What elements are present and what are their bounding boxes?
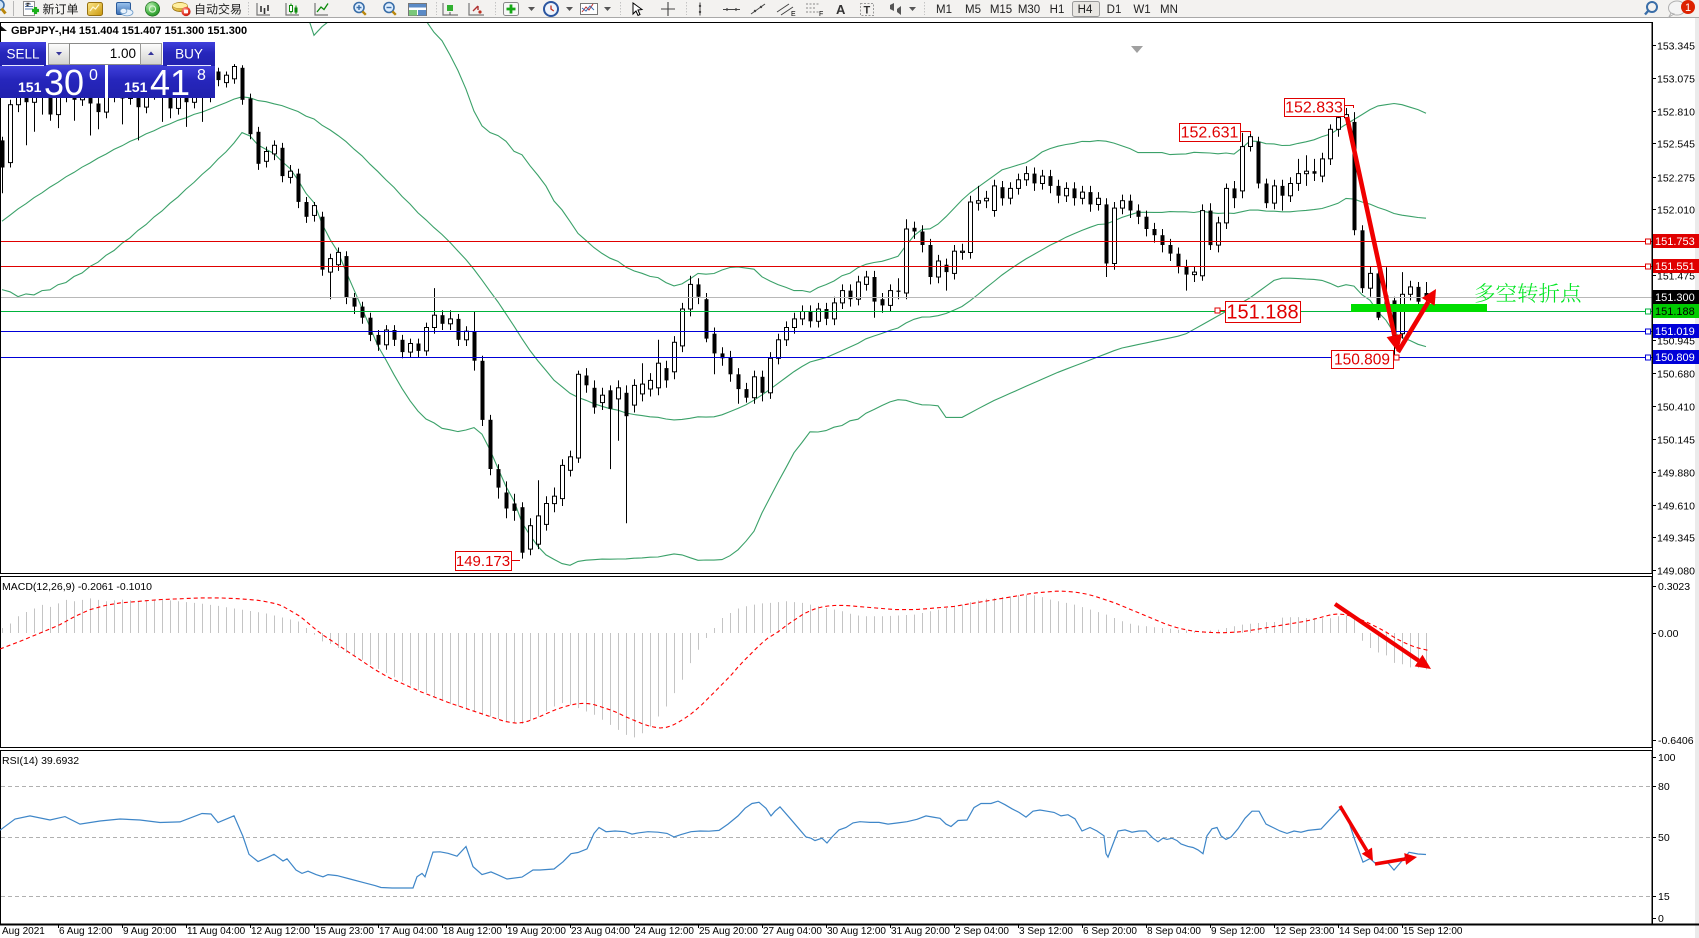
svg-text:100: 100 (1658, 752, 1676, 764)
svg-text:12 Sep 23:00: 12 Sep 23:00 (1275, 926, 1335, 937)
svg-text:15: 15 (1658, 891, 1670, 903)
svg-text:30 Aug 12:00: 30 Aug 12:00 (827, 926, 886, 937)
svg-text:152.275: 152.275 (1657, 172, 1695, 184)
svg-text:27 Aug 04:00: 27 Aug 04:00 (763, 926, 822, 937)
svg-text:151.753: 151.753 (1655, 236, 1695, 248)
svg-text:BUY: BUY (175, 47, 203, 62)
svg-text:152.631: 152.631 (1181, 125, 1239, 142)
svg-text:17 Aug 04:00: 17 Aug 04:00 (379, 926, 438, 937)
svg-text:12 Aug 12:00: 12 Aug 12:00 (251, 926, 310, 937)
svg-text:152.010: 152.010 (1657, 204, 1695, 216)
svg-text:MN: MN (1160, 4, 1178, 16)
svg-text:152.545: 152.545 (1657, 138, 1695, 150)
svg-text:8 Sep 04:00: 8 Sep 04:00 (1147, 926, 1201, 937)
svg-text:149.080: 149.080 (1657, 565, 1695, 577)
svg-text:E: E (791, 11, 796, 18)
svg-text:152.810: 152.810 (1657, 106, 1695, 118)
svg-text:0: 0 (89, 67, 98, 84)
svg-text:W1: W1 (1133, 4, 1150, 16)
svg-text:23 Aug 04:00: 23 Aug 04:00 (571, 926, 630, 937)
svg-text:9 Sep 12:00: 9 Sep 12:00 (1211, 926, 1265, 937)
svg-text:H4: H4 (1078, 4, 1093, 16)
svg-text:151.551: 151.551 (1655, 261, 1695, 273)
svg-text:F: F (819, 11, 823, 18)
svg-text:1.00: 1.00 (110, 46, 136, 61)
svg-text:M1: M1 (936, 4, 952, 16)
svg-text:2 Sep 04:00: 2 Sep 04:00 (955, 926, 1009, 937)
svg-text:0: 0 (1658, 913, 1664, 925)
svg-text:24 Aug 12:00: 24 Aug 12:00 (635, 926, 694, 937)
svg-text:150.945: 150.945 (1657, 335, 1695, 347)
svg-text:151.300: 151.300 (1655, 292, 1695, 304)
svg-text:151.475: 151.475 (1657, 270, 1695, 282)
svg-text:T: T (864, 5, 871, 17)
svg-text:6 Aug 12:00: 6 Aug 12:00 (59, 926, 113, 937)
svg-text:150.809: 150.809 (1334, 351, 1390, 368)
svg-text:153.345: 153.345 (1657, 40, 1695, 52)
svg-text:150.809: 150.809 (1655, 352, 1695, 364)
svg-text:8: 8 (197, 67, 206, 84)
svg-text:19 Aug 20:00: 19 Aug 20:00 (507, 926, 566, 937)
svg-text:149.345: 149.345 (1657, 532, 1695, 544)
svg-text:SELL: SELL (6, 47, 40, 62)
svg-text:150.145: 150.145 (1657, 434, 1695, 446)
svg-text:0.3023: 0.3023 (1658, 581, 1690, 593)
svg-text:151: 151 (18, 79, 42, 95)
svg-text:0.00: 0.00 (1658, 628, 1679, 640)
svg-text:150.680: 150.680 (1657, 368, 1695, 380)
svg-text:3 Sep 12:00: 3 Sep 12:00 (1019, 926, 1073, 937)
svg-text:25 Aug 20:00: 25 Aug 20:00 (699, 926, 758, 937)
svg-text:151.019: 151.019 (1655, 326, 1695, 338)
svg-text:11 Aug 04:00: 11 Aug 04:00 (187, 926, 246, 937)
svg-text:-0.6406: -0.6406 (1658, 735, 1694, 747)
svg-text:50: 50 (1658, 832, 1670, 844)
svg-text:15 Aug 23:00: 15 Aug 23:00 (315, 926, 374, 937)
svg-text:150.410: 150.410 (1657, 401, 1695, 413)
svg-text:M30: M30 (1018, 4, 1040, 16)
svg-text:151: 151 (124, 79, 148, 95)
svg-text:M15: M15 (990, 4, 1012, 16)
svg-text:152.833: 152.833 (1285, 100, 1343, 117)
svg-text:149.880: 149.880 (1657, 467, 1695, 479)
svg-text:Aug 2021: Aug 2021 (2, 926, 45, 937)
svg-text:MACD(12,26,9) -0.2061 -0.1010: MACD(12,26,9) -0.2061 -0.1010 (2, 581, 152, 593)
svg-text:6 Sep 20:00: 6 Sep 20:00 (1083, 926, 1137, 937)
svg-text:153.075: 153.075 (1657, 73, 1695, 85)
svg-text:151.188: 151.188 (1226, 302, 1298, 324)
svg-text:M5: M5 (965, 4, 981, 16)
svg-text:41: 41 (150, 62, 190, 103)
svg-text:80: 80 (1658, 781, 1670, 793)
svg-text:149.610: 149.610 (1657, 500, 1695, 512)
svg-text:1: 1 (1685, 2, 1691, 14)
svg-text:9 Aug 20:00: 9 Aug 20:00 (123, 926, 177, 937)
svg-text:D1: D1 (1107, 4, 1122, 16)
svg-text:18 Aug 12:00: 18 Aug 12:00 (443, 926, 502, 937)
svg-text:H1: H1 (1050, 4, 1065, 16)
svg-text:30: 30 (44, 62, 84, 103)
svg-text:A: A (836, 2, 846, 17)
svg-text:149.173: 149.173 (456, 553, 510, 570)
svg-text:151.188: 151.188 (1655, 306, 1695, 318)
svg-text:RSI(14) 39.6932: RSI(14) 39.6932 (2, 755, 79, 767)
svg-text:GBPJPY-,H4 151.404 151.407 15: GBPJPY-,H4 151.404 151.407 151.300 151.3… (11, 25, 247, 37)
svg-text:14 Sep 04:00: 14 Sep 04:00 (1339, 926, 1399, 937)
svg-text:31 Aug 20:00: 31 Aug 20:00 (891, 926, 950, 937)
svg-text:15 Sep 12:00: 15 Sep 12:00 (1403, 926, 1463, 937)
